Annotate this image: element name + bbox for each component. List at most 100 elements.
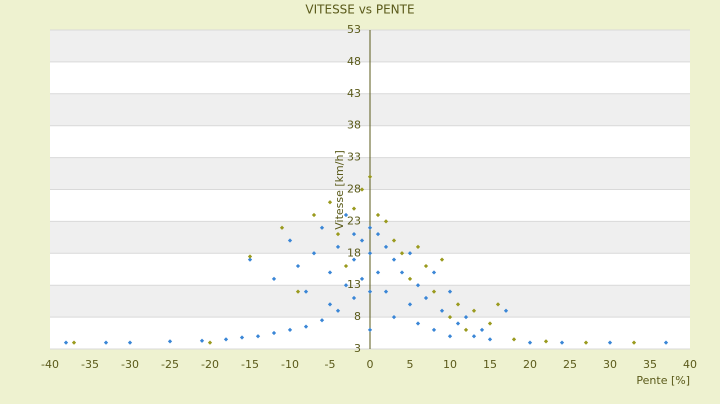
x-tick-label: 20: [523, 358, 537, 371]
point: [367, 289, 373, 294]
x-tick-label: -15: [241, 358, 259, 371]
x-tick-label: 0: [367, 358, 374, 371]
point: [327, 270, 333, 275]
x-tick-label: -30: [121, 358, 139, 371]
point: [311, 212, 317, 218]
x-tick-label: 35: [643, 358, 657, 371]
point: [287, 238, 293, 243]
point: [319, 318, 325, 323]
point: [303, 289, 309, 294]
point: [255, 334, 261, 339]
y-tick-label: 13: [347, 278, 361, 291]
point: [607, 340, 613, 345]
y-tick-label: 53: [347, 23, 361, 36]
y-tick-label: 38: [347, 119, 361, 132]
chart-title: VITESSE vs PENTE: [305, 3, 414, 17]
x-tick-label: -20: [201, 358, 219, 371]
point: [351, 295, 357, 301]
point: [327, 200, 333, 205]
point: [383, 219, 389, 224]
point: [367, 251, 373, 256]
point: [335, 308, 341, 313]
x-tick-label: 5: [407, 358, 414, 371]
point: [343, 212, 349, 218]
point: [583, 340, 589, 345]
point: [455, 302, 461, 307]
x-tick-label: 10: [443, 358, 457, 371]
point: [271, 330, 277, 336]
point: [487, 337, 493, 342]
x-axis-title: Pente [%]: [636, 374, 690, 387]
point: [239, 335, 245, 340]
point: [431, 270, 437, 275]
y-tick-label: 28: [347, 183, 361, 196]
point: [423, 263, 429, 269]
point: [415, 283, 421, 288]
point: [351, 257, 357, 262]
point: [511, 337, 517, 342]
x-tick-label: 30: [603, 358, 617, 371]
point: [399, 270, 405, 275]
point: [391, 238, 397, 243]
point: [383, 244, 389, 250]
y-tick-label: 8: [354, 310, 361, 323]
point: [375, 270, 381, 275]
point: [407, 251, 413, 256]
point: [327, 302, 333, 307]
point: [463, 327, 469, 332]
x-tick-label: 40: [683, 358, 697, 371]
point: [351, 232, 357, 237]
point: [383, 289, 389, 294]
point: [463, 314, 469, 320]
point: [471, 308, 477, 313]
y-axis-title: Vitesse [km/h]: [333, 150, 346, 230]
point: [415, 244, 421, 250]
point: [319, 225, 325, 230]
y-tick-label: 33: [347, 151, 361, 164]
x-tick-label: -35: [81, 358, 99, 371]
point: [367, 225, 373, 230]
point: [439, 308, 445, 313]
x-tick-label: -25: [161, 358, 179, 371]
point: [367, 327, 373, 332]
point: [447, 314, 453, 320]
point: [295, 289, 301, 294]
point: [495, 302, 501, 307]
point: [311, 251, 317, 256]
point: [415, 321, 421, 326]
point: [487, 321, 493, 326]
point: [471, 334, 477, 339]
x-tick-label: -10: [281, 358, 299, 371]
point: [439, 257, 445, 262]
point: [359, 238, 365, 243]
point: [391, 314, 397, 320]
point: [447, 289, 453, 294]
point: [207, 340, 213, 345]
point: [367, 174, 373, 179]
point: [407, 302, 413, 307]
point: [335, 244, 341, 250]
point: [527, 340, 533, 345]
point: [431, 327, 437, 332]
point: [167, 339, 173, 344]
point: [663, 340, 669, 345]
point: [295, 263, 301, 269]
point: [223, 337, 229, 342]
point: [391, 257, 397, 262]
point: [631, 340, 637, 345]
point: [127, 340, 133, 345]
point: [431, 289, 437, 294]
point: [543, 339, 549, 344]
point: [343, 263, 349, 269]
point: [279, 225, 285, 230]
point: [287, 327, 293, 332]
point: [271, 276, 277, 281]
point: [359, 276, 365, 281]
point: [455, 321, 461, 326]
point: [407, 276, 413, 281]
point: [199, 338, 205, 343]
point: [479, 327, 485, 332]
x-tick-label: -40: [41, 358, 59, 371]
point: [303, 324, 309, 329]
